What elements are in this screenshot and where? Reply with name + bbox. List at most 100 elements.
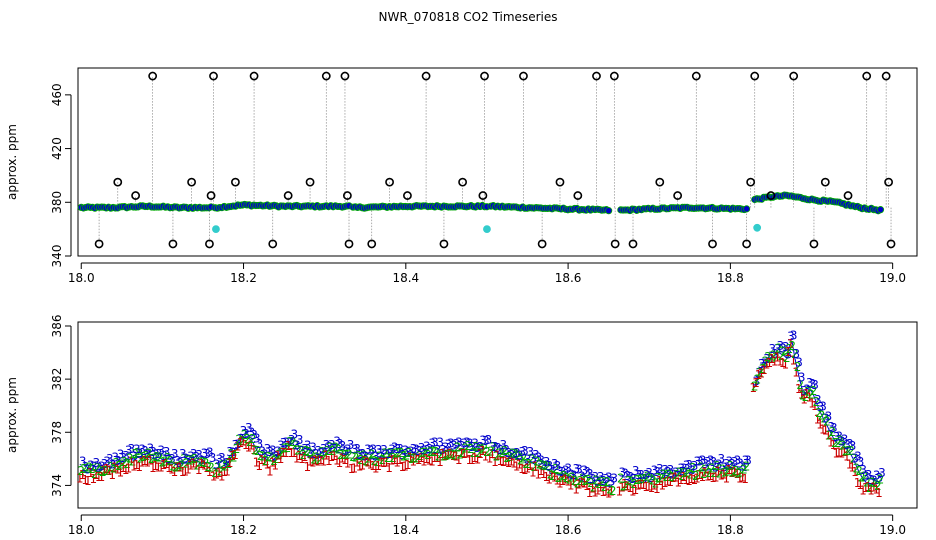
series-2-point-0-6: 2 — [94, 461, 102, 475]
series-2-point-2-50: 2 — [483, 445, 491, 459]
series-3-point-0-8: 3 — [101, 457, 109, 471]
series-3-point-3-35: 3 — [583, 465, 591, 479]
series-1-point-3-40: 1 — [594, 483, 602, 497]
series-1-point-5-3: 1 — [757, 366, 765, 380]
series-3-point-2-43: 3 — [466, 437, 474, 451]
series-3-point-4-41: 3 — [728, 457, 736, 471]
series-1-point-5-42: 1 — [862, 481, 870, 495]
series-3-point-2-46: 3 — [474, 441, 482, 455]
bottom-data-layer: 1231231231231231231231231231231231231231… — [76, 329, 886, 501]
series-2-point-1-16: 2 — [254, 444, 262, 458]
series-3-point-4-46: 3 — [742, 453, 750, 467]
series-2-point-1-28: 2 — [286, 435, 294, 449]
series-1-point-4-4: 1 — [626, 481, 634, 495]
series-1-point-5-28: 1 — [824, 429, 832, 443]
series-1-point-0-36: 1 — [173, 460, 181, 474]
series-3-point-4-43: 3 — [734, 453, 742, 467]
series-2-point-5-11: 2 — [780, 345, 788, 359]
flagged-point-high-2 — [249, 71, 259, 81]
series-3-point-0-38: 3 — [182, 451, 190, 465]
series-2-point-1-42: 2 — [324, 444, 332, 458]
series-3-point-3-41: 3 — [600, 474, 608, 488]
series-2-point-5-36: 2 — [847, 444, 855, 458]
series-3-point-3-22: 3 — [548, 463, 556, 477]
series-2-point-3-13: 2 — [522, 457, 530, 471]
series-1-point-3-5: 1 — [499, 455, 507, 469]
series-2-point-4-12: 2 — [649, 474, 657, 488]
series-2-point-3-26: 2 — [558, 470, 566, 484]
series-3-point-0-18: 3 — [128, 442, 136, 456]
y-tick-label-1-1: 378 — [50, 421, 64, 444]
series-3-point-3-31: 3 — [573, 462, 581, 476]
series-1-point-5-9: 1 — [773, 350, 781, 364]
series-2-point-1-9: 2 — [235, 433, 243, 447]
series-1-point-4-24: 1 — [680, 470, 688, 484]
series-3-point-3-23: 3 — [551, 457, 559, 471]
series-3-point-0-21: 3 — [136, 446, 144, 460]
series-2-point-0-3: 2 — [86, 461, 94, 475]
series-3-point-2-24: 3 — [415, 444, 423, 458]
series-3-point-3-16: 3 — [532, 448, 540, 462]
series-3-point-0-33: 3 — [168, 452, 176, 466]
series-1-point-4-16: 1 — [658, 478, 666, 492]
series-3-point-0-44: 3 — [198, 453, 206, 467]
series-1-point-5-35: 1 — [843, 450, 851, 464]
series-2-point-3-43: 2 — [603, 475, 611, 489]
series-2-point-1-20: 2 — [265, 450, 273, 464]
series-3-point-2-40: 3 — [458, 439, 466, 453]
series-2-point-4-40: 2 — [724, 465, 732, 479]
series-3-point-1-46: 3 — [336, 437, 344, 451]
series-3-point-0-13: 3 — [114, 454, 122, 468]
series-3-point-5-35: 3 — [846, 437, 854, 451]
series-1-point-3-41: 1 — [597, 480, 605, 494]
series-1-point-3-44: 1 — [605, 486, 613, 500]
series-1-point-4-26: 1 — [685, 474, 693, 488]
series-3-point-0-28: 3 — [155, 447, 163, 461]
series-1-point-0-7: 1 — [95, 470, 103, 484]
series-1-point-1-1: 1 — [212, 468, 220, 482]
series-1-point-4-29: 1 — [693, 471, 701, 485]
series-3-point-1-7: 3 — [232, 438, 240, 452]
series-2-point-4-4: 2 — [628, 475, 636, 489]
series-3-point-4-2: 3 — [624, 469, 632, 483]
series-2-point-4-20: 2 — [671, 470, 679, 484]
series-1-point-2-38: 1 — [449, 449, 457, 463]
series-1-point-4-30: 1 — [696, 468, 704, 482]
series-2-point-4-42: 2 — [729, 465, 737, 479]
series-1-point-5-1: 1 — [752, 376, 760, 390]
series-3-point-1-31: 3 — [296, 433, 304, 447]
series-3-point-2-18: 3 — [399, 448, 407, 462]
series-1-point-3-3: 1 — [494, 448, 502, 462]
series-3-point-5-33: 3 — [841, 433, 849, 447]
series-3-point-5-18: 3 — [801, 384, 809, 398]
x-tick-label-1-4: 18.8 — [717, 523, 744, 537]
series-2-point-3-24: 2 — [552, 462, 560, 476]
series-1-point-1-41: 1 — [320, 455, 328, 469]
series-1-point-0-3: 1 — [84, 474, 92, 488]
series-3-point-1-21: 3 — [269, 444, 277, 458]
series-3-point-2-4: 3 — [361, 449, 369, 463]
series-3-point-2-1: 3 — [353, 442, 361, 456]
series-2-point-1-1: 2 — [214, 461, 222, 475]
series-2-point-2-1: 2 — [352, 451, 360, 465]
series-1-point-1-4: 1 — [221, 465, 229, 479]
series-3-point-2-16: 3 — [394, 442, 402, 456]
series-3-point-4-5: 3 — [632, 464, 640, 478]
series-3-point-5-3: 3 — [760, 357, 768, 371]
series-2-point-2-39: 2 — [454, 440, 462, 454]
series-3-point-2-19: 3 — [402, 443, 410, 457]
series-2-point-5-12: 2 — [783, 351, 791, 365]
series-1-point-0-39: 1 — [181, 464, 189, 478]
series-2-point-5-14: 2 — [788, 339, 796, 353]
series-2-point-2-49: 2 — [480, 441, 488, 455]
series-3-point-5-7: 3 — [771, 347, 779, 361]
series-1-point-3-2: 1 — [491, 455, 499, 469]
series-2-point-0-8: 2 — [99, 465, 107, 479]
series-1-point-4-10: 1 — [642, 480, 650, 494]
series-3-point-5-37: 3 — [851, 452, 859, 466]
series-3-point-3-5: 3 — [502, 443, 510, 457]
series-2-point-2-32: 2 — [435, 449, 443, 463]
series-1-point-4-42: 1 — [728, 466, 736, 480]
series-3-point-5-16: 3 — [795, 355, 803, 369]
series-3-point-3-44: 3 — [608, 474, 616, 488]
